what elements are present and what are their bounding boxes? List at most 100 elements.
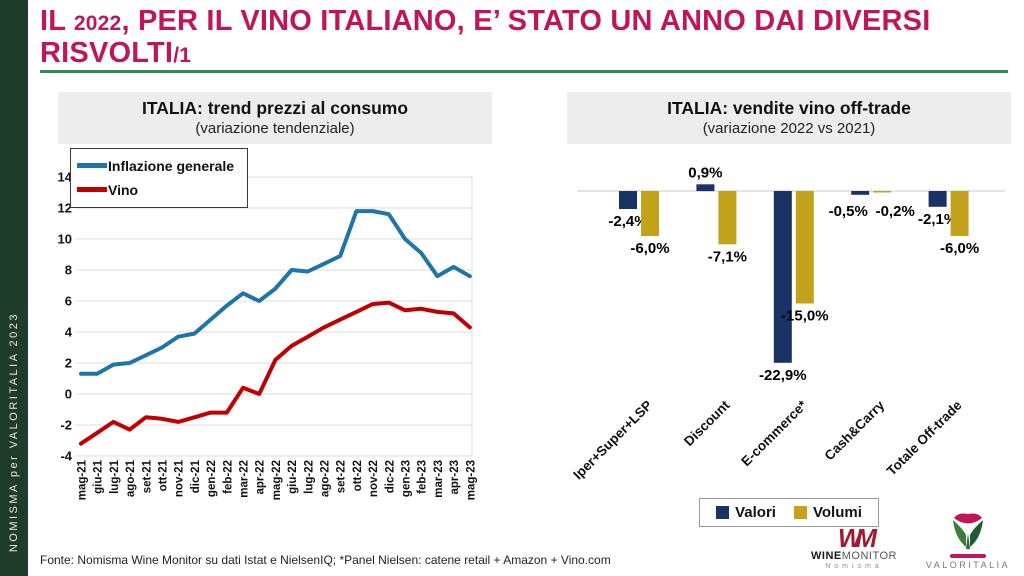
valoritalia-logo: VALORITALIA bbox=[924, 511, 1012, 570]
legend-entry-volumi: Volumi bbox=[793, 503, 862, 521]
svg-text:ott-22: ott-22 bbox=[352, 460, 364, 491]
volumi-legend-label: Volumi bbox=[812, 503, 862, 521]
wine-monitor-logo: WM WINEMONITOR Nomisma bbox=[804, 525, 904, 570]
legend-entry-valori: Valori bbox=[716, 504, 776, 521]
bar-value-labels-volumi: -6,0% -7,1% -15,0% -0,2% -6,0% bbox=[630, 203, 979, 325]
bar-value-labels-valori: -2,4% 0,9% -22,9% -0,5% -2,1% bbox=[608, 164, 957, 383]
svg-text:-0,5%: -0,5% bbox=[829, 203, 868, 220]
title-year: 2022 bbox=[73, 12, 122, 35]
line-chart: 14 12 10 8 6 4 2 0 -2 -4 mag-21 giu-21 lug-21 ago-21 s… bbox=[58, 169, 478, 500]
svg-text:lug-21: lug-21 bbox=[109, 459, 121, 493]
svg-text:mar-22: mar-22 bbox=[239, 460, 251, 498]
svg-text:6: 6 bbox=[65, 293, 72, 308]
svg-text:Iper+Super+LSP: Iper+Super+LSP bbox=[570, 397, 655, 482]
title-seg2: , PER IL VINO ITALIANO, E’ STATO UN ANNO… bbox=[40, 5, 931, 70]
svg-text:dic-21: dic-21 bbox=[190, 459, 202, 493]
svg-text:feb-23: feb-23 bbox=[417, 460, 429, 494]
bars-volumi bbox=[641, 190, 969, 304]
wine-monitor-name-bold: WINE bbox=[811, 550, 842, 562]
svg-text:ago-21: ago-21 bbox=[125, 459, 137, 497]
svg-text:-22,9%: -22,9% bbox=[759, 366, 807, 383]
svg-text:Cash&Carry: Cash&Carry bbox=[822, 397, 888, 463]
wine-monitor-name: WINEMONITOR bbox=[804, 550, 904, 562]
svg-text:-15,0%: -15,0% bbox=[781, 307, 829, 324]
bars-valori bbox=[619, 183, 947, 363]
svg-text:apr-23: apr-23 bbox=[449, 460, 461, 495]
svg-text:nov-21: nov-21 bbox=[174, 459, 186, 497]
svg-text:-7,1%: -7,1% bbox=[708, 248, 747, 265]
category-labels: Iper+Super+LSP Discount E-commerce* Cash&Ca… bbox=[570, 397, 965, 482]
svg-text:Totale Off-trade: Totale Off-trade bbox=[884, 397, 965, 478]
svg-text:0: 0 bbox=[65, 386, 72, 401]
svg-text:mag-21: mag-21 bbox=[77, 459, 89, 500]
legend-entry-inflazione: Inflazione generale bbox=[77, 154, 241, 178]
svg-text:8: 8 bbox=[65, 262, 72, 277]
source-note: Fonte: Nomisma Wine Monitor su dati Ista… bbox=[40, 553, 611, 567]
svg-text:4: 4 bbox=[65, 324, 73, 339]
svg-text:apr-22: apr-22 bbox=[255, 460, 267, 495]
vino-legend-label: Vino bbox=[108, 181, 139, 198]
series-line-vino bbox=[79, 300, 472, 446]
line-chart-legend: Inflazione generale Vino bbox=[70, 147, 248, 208]
legend-entry-vino: Vino bbox=[77, 178, 241, 202]
valori-legend-label: Valori bbox=[735, 503, 776, 521]
price-trend-panel: ITALIA: trend prezzi al consumo (variazi… bbox=[56, 92, 494, 500]
svg-text:gen-23: gen-23 bbox=[401, 460, 413, 497]
price-trend-subtitle: (variazione tendenziale) bbox=[195, 119, 355, 137]
svg-text:14: 14 bbox=[58, 169, 73, 184]
volumi-swatch bbox=[793, 505, 807, 519]
svg-text:set-22: set-22 bbox=[336, 460, 348, 493]
svg-text:-4: -4 bbox=[60, 448, 72, 463]
valoritalia-glass-icon bbox=[953, 513, 983, 549]
title-underline bbox=[40, 70, 1008, 73]
offtrade-title: ITALIA: vendite vino off-trade bbox=[667, 98, 911, 118]
x-axis-labels: mag-21 giu-21 lug-21 ago-21 set-21 ott-21 nov-… bbox=[77, 459, 478, 500]
inflazione-line-swatch bbox=[77, 163, 107, 169]
price-trend-title: ITALIA: trend prezzi al consumo bbox=[141, 98, 409, 118]
svg-text:Discount: Discount bbox=[681, 397, 733, 449]
valoritalia-tagline-bar bbox=[950, 554, 986, 558]
svg-text:set-21: set-21 bbox=[141, 459, 153, 493]
svg-text:nov-22: nov-22 bbox=[368, 460, 380, 497]
offtrade-panel: ITALIA: vendite vino off-trade (variazio… bbox=[565, 92, 1013, 527]
svg-text:-0,2%: -0,2% bbox=[876, 203, 915, 220]
svg-text:feb-22: feb-22 bbox=[222, 460, 234, 494]
svg-text:-6,0%: -6,0% bbox=[630, 240, 669, 257]
svg-text:-6,0%: -6,0% bbox=[940, 240, 979, 257]
svg-text:gen-22: gen-22 bbox=[206, 460, 218, 497]
bar-chart-legend: Valori Volumi bbox=[699, 497, 879, 527]
price-trend-header: ITALIA: trend prezzi al consumo (variazi… bbox=[58, 92, 492, 144]
svg-text:E-commerce*: E-commerce* bbox=[738, 397, 810, 469]
svg-text:12: 12 bbox=[58, 200, 72, 215]
gridlines bbox=[76, 176, 473, 457]
svg-text:ott-21: ott-21 bbox=[158, 459, 170, 491]
title-part-number: /1 bbox=[173, 44, 192, 68]
y-axis-labels: 14 12 10 8 6 4 2 0 -2 -4 bbox=[58, 169, 73, 463]
offtrade-header: ITALIA: vendite vino off-trade (variazio… bbox=[567, 92, 1011, 144]
slide-header: IL 2022, PER IL VINO ITALIANO, E’ STATO … bbox=[40, 5, 940, 70]
svg-text:0,9%: 0,9% bbox=[688, 164, 722, 181]
wine-monitor-sub: Nomisma bbox=[825, 563, 883, 570]
offtrade-subtitle: (variazione 2022 vs 2021) bbox=[702, 119, 876, 137]
wine-monitor-name-rest: MONITOR bbox=[841, 550, 897, 562]
title-seg1: IL bbox=[40, 5, 74, 37]
svg-text:mag-23: mag-23 bbox=[465, 460, 477, 500]
svg-text:giu-21: giu-21 bbox=[93, 459, 105, 493]
valori-swatch bbox=[716, 505, 730, 519]
svg-text:mar-23: mar-23 bbox=[433, 460, 445, 498]
page-title: IL 2022, PER IL VINO ITALIANO, E’ STATO … bbox=[40, 5, 940, 70]
svg-text:dic-22: dic-22 bbox=[384, 460, 396, 493]
svg-text:mag-22: mag-22 bbox=[271, 460, 283, 500]
logos: WM WINEMONITOR Nomisma VALORITALIA bbox=[804, 511, 1012, 570]
svg-text:-2,1%: -2,1% bbox=[918, 210, 957, 227]
svg-text:giu-22: giu-22 bbox=[287, 460, 299, 494]
svg-text:lug-22: lug-22 bbox=[303, 460, 315, 494]
svg-text:-2,4%: -2,4% bbox=[608, 213, 647, 230]
sidebar-brand-bar: NOMISMA per VALORITALIA 2023 bbox=[0, 0, 28, 576]
svg-text:2: 2 bbox=[65, 355, 72, 370]
inflazione-legend-label: Inflazione generale bbox=[108, 157, 235, 174]
series-line-inflazione-generale bbox=[79, 208, 472, 376]
vino-line-swatch bbox=[77, 187, 107, 193]
valoritalia-name: VALORITALIA bbox=[925, 560, 1011, 570]
